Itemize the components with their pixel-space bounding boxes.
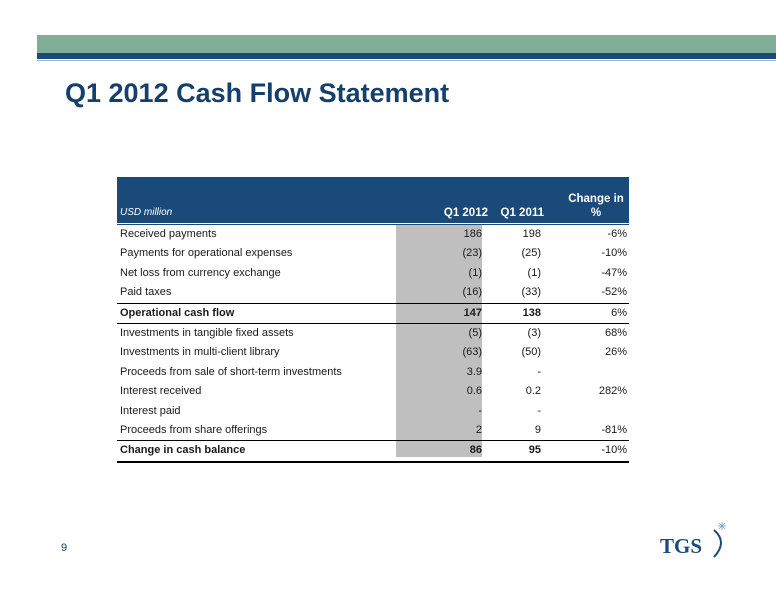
- value-q1-2012: (23): [462, 247, 482, 260]
- value-q1-2012: 2: [475, 423, 482, 436]
- row-label: Paid taxes: [120, 286, 172, 299]
- unit-label: USD million: [120, 207, 173, 218]
- value-q1-2012: -: [478, 404, 482, 417]
- value-q1-2012: 86: [469, 444, 482, 457]
- row-label: Payments for operational expenses: [120, 247, 293, 260]
- value-q1-2012: 147: [463, 306, 482, 319]
- value-change: 6%: [611, 306, 627, 319]
- value-q1-2011: 95: [528, 444, 541, 457]
- table-header: USD million Q1 2012 Q1 2011 Change in%: [117, 177, 629, 223]
- header-band-line: [37, 60, 776, 61]
- table-bottom-border: [117, 460, 629, 463]
- row-label: Interest paid: [120, 404, 181, 417]
- value-change: -10%: [601, 247, 627, 260]
- table-row: Proceeds from sale of short-term investm…: [117, 363, 629, 382]
- q1-2012-column-shade: [396, 224, 482, 457]
- row-label: Operational cash flow: [120, 306, 235, 319]
- value-change: -52%: [601, 286, 627, 299]
- value-q1-2012: 186: [463, 228, 482, 240]
- row-label: Change in cash balance: [120, 444, 246, 457]
- column-header-change-line1: Change in: [568, 193, 624, 205]
- column-header-q1-2011: Q1 2011: [500, 207, 544, 219]
- value-q1-2011: (1): [527, 266, 541, 279]
- value-q1-2012: (16): [462, 286, 482, 299]
- table-row: Investments in tangible fixed assets (5)…: [117, 324, 629, 343]
- column-header-change: Change in%: [563, 192, 629, 220]
- column-header-change-line2: %: [590, 207, 602, 219]
- table-row: Paid taxes (16) (33) -52%: [117, 283, 629, 302]
- table-row: Interest received 0.6 0.2 282%: [117, 382, 629, 401]
- row-label: Net loss from currency exchange: [120, 266, 281, 279]
- value-q1-2011: (25): [521, 247, 541, 260]
- value-change: -10%: [601, 444, 627, 457]
- slide-title: Q1 2012 Cash Flow Statement: [65, 78, 450, 108]
- value-q1-2011: 9: [534, 423, 541, 436]
- row-separator: [117, 440, 629, 442]
- header-underline: [117, 224, 629, 225]
- logo-text: TGS: [660, 534, 702, 558]
- value-q1-2012: (63): [462, 346, 482, 359]
- value-q1-2011: (33): [521, 286, 541, 299]
- table-row: Payments for operational expenses (23) (…: [117, 244, 629, 263]
- value-q1-2012: (1): [468, 266, 482, 279]
- row-label: Investments in multi-client library: [120, 346, 280, 359]
- row-separator: [117, 302, 629, 304]
- total-row: Change in cash balance 86 95 -10%: [117, 441, 629, 460]
- value-q1-2012: 0.6: [466, 385, 482, 398]
- value-change: 282%: [598, 385, 627, 398]
- table-row: Investments in multi-client library (63)…: [117, 343, 629, 362]
- subtotal-row: Operational cash flow 147 138 6%: [117, 304, 629, 323]
- value-change: -47%: [601, 266, 627, 279]
- table-row: Interest paid - -: [117, 402, 629, 421]
- table-row: Received payments 186 198 -6%: [117, 225, 629, 244]
- value-q1-2011: 138: [522, 306, 541, 319]
- row-label: Proceeds from sale of short-term investm…: [120, 365, 342, 378]
- row-label: Interest received: [120, 385, 202, 398]
- row-label: Received payments: [120, 228, 217, 240]
- value-q1-2011: (50): [521, 346, 541, 359]
- column-header-q1-2012: Q1 2012: [443, 207, 488, 219]
- value-change: 68%: [604, 326, 627, 339]
- row-separator: [117, 322, 629, 324]
- value-change: -6%: [607, 228, 627, 240]
- value-change: 26%: [604, 346, 627, 359]
- row-label: Proceeds from share offerings: [120, 423, 268, 436]
- row-label: Investments in tangible fixed assets: [120, 326, 294, 339]
- value-q1-2012: 3.9: [466, 365, 482, 378]
- table-row: Net loss from currency exchange (1) (1) …: [117, 264, 629, 283]
- header-band-green: [37, 35, 776, 53]
- header-band-blue: [37, 53, 776, 59]
- value-q1-2011: -: [537, 365, 541, 378]
- value-q1-2011: -: [537, 404, 541, 417]
- page-number: 9: [61, 542, 68, 554]
- cash-flow-table: USD million Q1 2012 Q1 2011 Change in% R…: [117, 177, 629, 463]
- value-q1-2012: (5): [468, 326, 482, 339]
- value-q1-2011: 198: [522, 228, 541, 240]
- tgs-logo-icon: TGS: [660, 522, 726, 558]
- value-q1-2011: 0.2: [525, 385, 541, 398]
- value-change: -81%: [601, 423, 627, 436]
- table-row: Proceeds from share offerings 2 9 -81%: [117, 421, 629, 440]
- value-q1-2011: (3): [527, 326, 541, 339]
